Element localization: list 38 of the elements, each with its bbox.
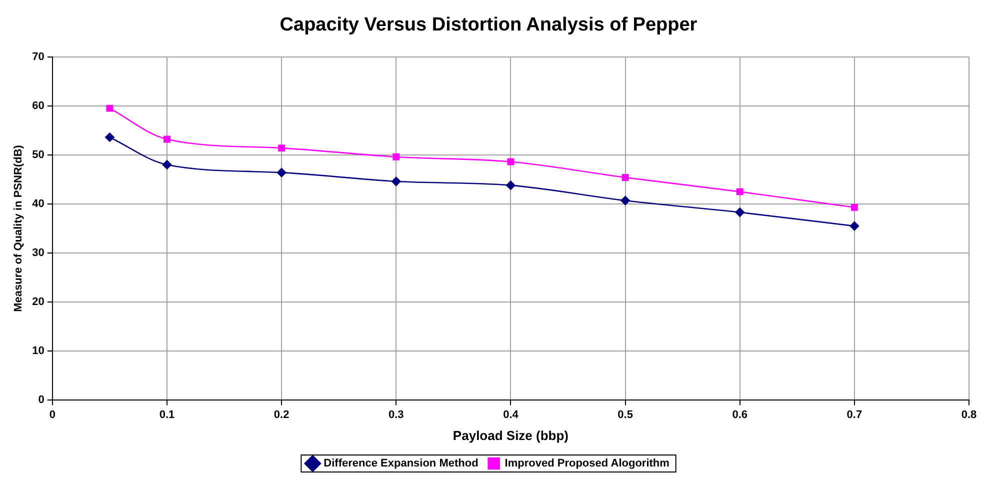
point xyxy=(278,144,286,152)
y-tick-label: 60 xyxy=(32,100,44,112)
y-tick-label: 30 xyxy=(32,247,44,260)
x-tick-label: 0.3 xyxy=(388,408,404,421)
point xyxy=(164,136,170,143)
point xyxy=(276,168,286,178)
point xyxy=(850,221,860,231)
x-tick-label: 0.6 xyxy=(732,408,748,421)
point xyxy=(620,196,630,206)
y-tick-label: 20 xyxy=(32,296,44,308)
x-axis-title: Payload Size (bbp) xyxy=(452,428,569,443)
x-tick-label: 0.1 xyxy=(159,408,175,421)
point xyxy=(736,188,744,196)
point xyxy=(506,180,516,190)
point xyxy=(622,174,629,181)
y-tick-label: 70 xyxy=(32,50,44,63)
point xyxy=(162,160,172,170)
point xyxy=(507,158,514,166)
y-tick-label: 50 xyxy=(32,148,44,161)
y-tick-label: 10 xyxy=(32,345,44,358)
chart-title: Capacity Versus Distortion Analysis of Pepper xyxy=(280,14,698,36)
point xyxy=(105,132,114,142)
x-tick-label: 0.7 xyxy=(846,408,862,421)
y-tick-label: 40 xyxy=(32,198,44,210)
y-tick-label: 0 xyxy=(38,394,44,406)
point xyxy=(392,153,400,160)
point xyxy=(106,104,114,112)
x-tick-label: 0.5 xyxy=(618,408,633,421)
x-tick-label: 0.2 xyxy=(274,408,290,421)
y-axis-title: Measure of Quality in PSNR(dB) xyxy=(12,144,25,312)
point xyxy=(735,208,745,217)
x-tick-label: 0 xyxy=(49,408,56,421)
legend-label: Improved Proposed Alogorithm xyxy=(504,458,670,470)
point xyxy=(391,176,401,186)
x-tick-label: 0.8 xyxy=(961,408,977,421)
point xyxy=(850,204,858,211)
legend-label: Difference Expansion Method xyxy=(324,458,478,470)
x-tick-label: 0.4 xyxy=(503,408,520,421)
